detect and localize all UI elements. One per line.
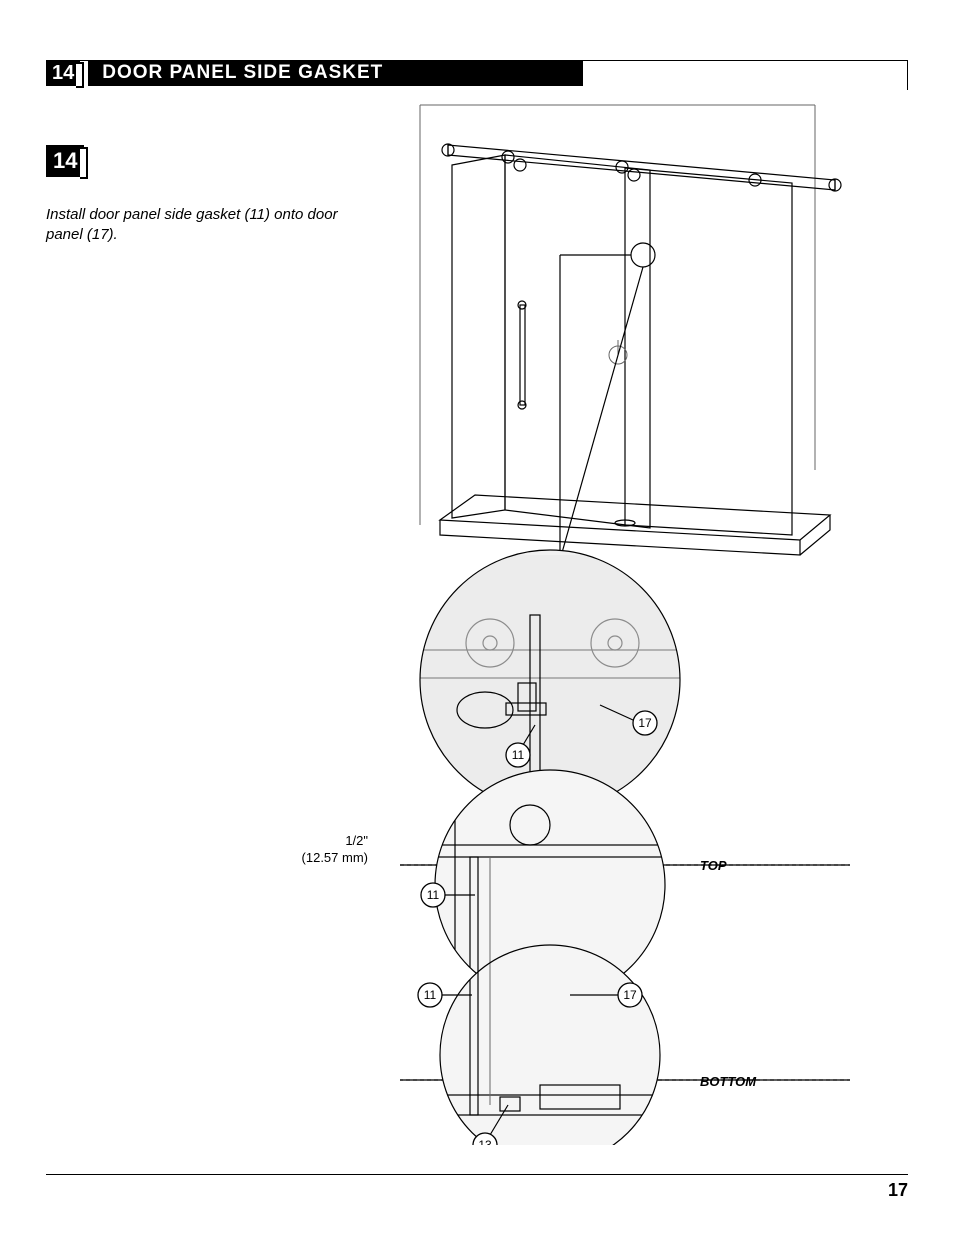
instruction-text: Install door panel side gasket (11) onto… — [46, 205, 376, 246]
measurement-imperial: 1/2" — [278, 833, 368, 850]
page-right-tick — [907, 60, 908, 90]
callout-13-bottom: 13 — [478, 1138, 492, 1145]
callout-17-top: 17 — [638, 716, 652, 730]
step-badge: 14 — [46, 145, 84, 177]
callout-11-mid: 11 — [427, 888, 440, 902]
detail-circle-3: 11 17 13 — [400, 940, 710, 1145]
page-number: 17 — [888, 1180, 908, 1201]
measurement-metric: (12.57 mm) — [278, 850, 368, 867]
section-header: 14 DOOR PANEL SIDE GASKET — [46, 60, 583, 86]
callout-11-top: 11 — [512, 748, 525, 762]
step-badge-number: 14 — [46, 145, 84, 177]
callout-11-bottom: 11 — [424, 988, 437, 1002]
header-step-number: 14 — [46, 60, 80, 86]
header-title: DOOR PANEL SIDE GASKET — [88, 60, 583, 86]
callout-17-bottom: 17 — [623, 988, 637, 1002]
measurement-label: 1/2" (12.57 mm) — [278, 833, 368, 867]
page-bottom-rule — [46, 1174, 908, 1175]
main-enclosure-view — [420, 105, 841, 595]
assembly-diagram: 17 11 11 — [400, 95, 850, 1145]
